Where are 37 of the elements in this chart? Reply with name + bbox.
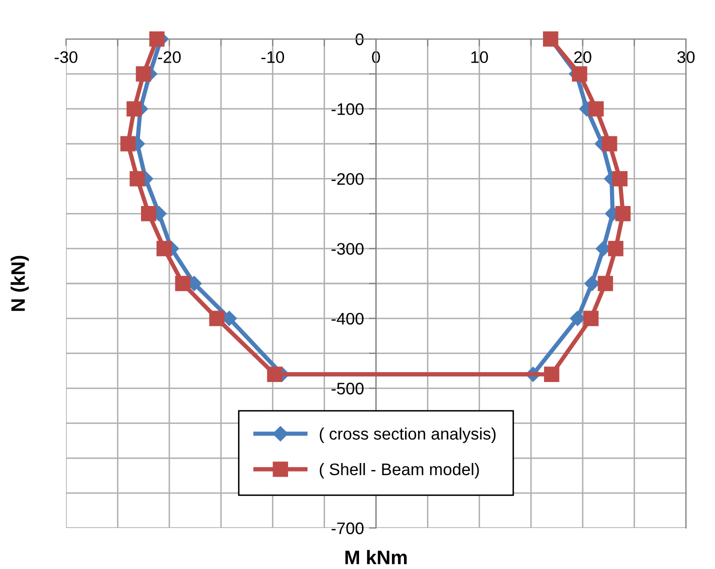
point (570, 310, 586, 326)
point (584, 276, 600, 292)
x-tick-label: -20 (158, 51, 181, 64)
point (156, 240, 172, 256)
point (583, 310, 599, 326)
point (175, 276, 190, 292)
legend-label: ( cross section analysis) (320, 427, 496, 444)
x-tick-label: 10 (471, 51, 488, 64)
point (149, 31, 165, 47)
x-axis-title: M kNm (345, 550, 407, 564)
point (608, 240, 624, 256)
point (209, 310, 225, 326)
point (136, 66, 152, 82)
y-tick-label: -300 (332, 242, 364, 255)
point (544, 366, 560, 382)
y-tick-label: -500 (332, 382, 364, 394)
legend-label: ( Shell - Beam model) (320, 463, 479, 479)
point (267, 366, 282, 382)
point (588, 101, 604, 116)
point (120, 136, 136, 152)
point (141, 206, 156, 222)
x-tick-label: -30 (54, 51, 78, 64)
point (126, 101, 142, 116)
y-tick-label: -700 (332, 522, 364, 534)
point (612, 171, 628, 186)
x-tick-label: -10 (261, 51, 284, 64)
y-tick-label: -200 (332, 173, 364, 185)
y-tick-label: -100 (332, 103, 364, 116)
point (130, 171, 145, 186)
y-axis-title: N (kN) (10, 256, 29, 311)
y-tick-label: -400 (332, 312, 364, 325)
x-tick-label: 20 (574, 51, 592, 64)
point (602, 136, 618, 152)
point (598, 276, 614, 292)
point (615, 206, 631, 222)
x-tick-label: 30 (677, 51, 695, 64)
point (572, 66, 588, 82)
